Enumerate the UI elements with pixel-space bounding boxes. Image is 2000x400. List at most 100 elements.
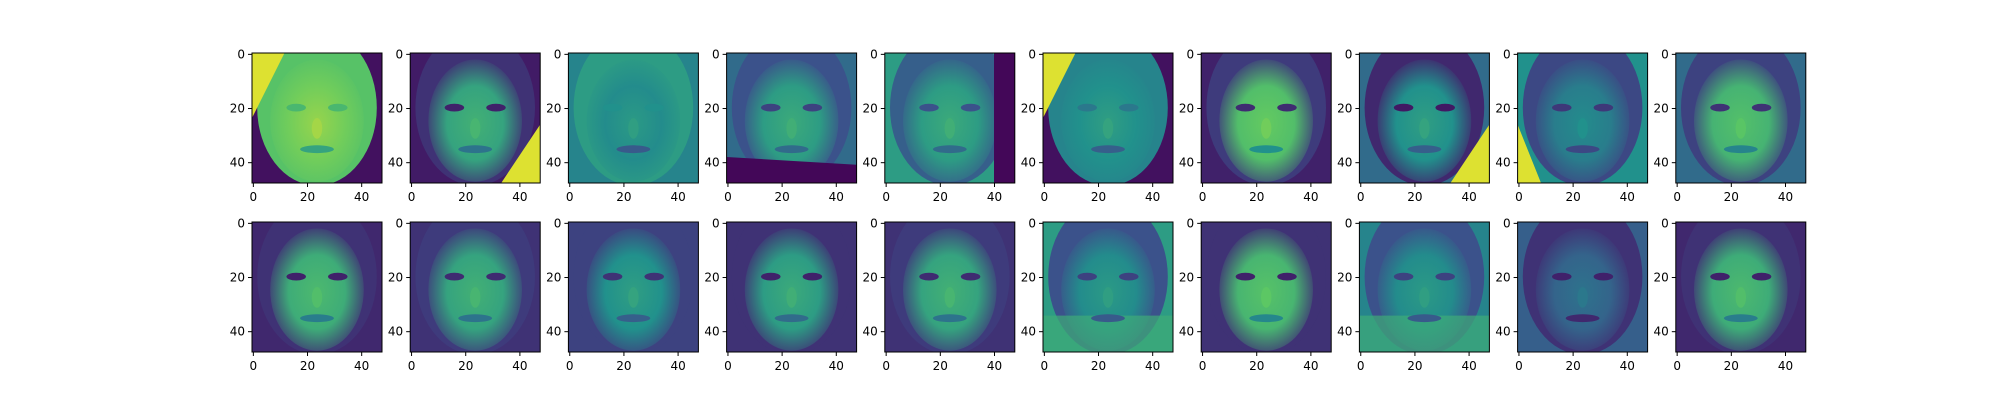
axes-frame: [1517, 221, 1649, 353]
y-tick-label: 0: [1661, 216, 1669, 230]
x-tick-label: 20: [774, 190, 789, 204]
y-tick-label: 40: [863, 156, 878, 170]
mouth: [774, 145, 809, 154]
face-panel-r2-c9: 0 0 20 20 40 40: [1495, 216, 1649, 373]
face-image: [884, 222, 1015, 352]
x-tick-label: 40: [1303, 190, 1318, 204]
nose: [311, 287, 323, 308]
mouth: [1249, 145, 1284, 154]
x-tick-label: 0: [1041, 190, 1049, 204]
y-tick-label: 0: [237, 216, 245, 230]
right-eye: [1593, 272, 1614, 281]
face-panel-r2-c6: 0 0 20 20 40 40: [1021, 216, 1174, 373]
x-tick-label: 0: [408, 359, 416, 373]
y-tick-label: 0: [396, 47, 404, 61]
x-tick-label: 0: [1515, 190, 1523, 204]
axes-frame: [1200, 52, 1332, 184]
x-tick-label: 20: [616, 359, 631, 373]
face-image: [568, 53, 699, 183]
x-tick-label: 0: [1357, 359, 1365, 373]
y-tick-label: 0: [554, 216, 562, 230]
face-image: [1359, 222, 1490, 352]
right-eye: [644, 272, 664, 281]
axes-frame: [409, 221, 541, 353]
y-tick-label: 0: [1187, 47, 1195, 61]
y-tick-label: 20: [1337, 102, 1352, 116]
y-tick-label: 40: [388, 325, 403, 339]
mouth: [1091, 314, 1125, 323]
face-panel-r2-c2: 0 0 20 20 40 40: [388, 216, 541, 373]
nose: [944, 117, 955, 139]
x-tick-label: 40: [512, 359, 527, 373]
face-image: [726, 53, 857, 183]
x-tick-label: 20: [1724, 190, 1739, 204]
mouth: [458, 314, 493, 323]
left-eye: [1393, 272, 1414, 281]
right-eye: [328, 103, 348, 112]
y-tick-label: 20: [1021, 102, 1036, 116]
left-eye: [761, 103, 781, 112]
right-eye: [644, 103, 664, 112]
right-eye: [1277, 103, 1297, 112]
left-eye: [761, 272, 781, 281]
face-image: [252, 222, 382, 352]
y-tick-label: 0: [712, 47, 720, 61]
nose: [786, 117, 797, 139]
y-tick-label: 40: [704, 325, 719, 339]
nose: [628, 287, 639, 308]
y-tick-label: 40: [546, 325, 561, 339]
face-image: [568, 222, 699, 352]
axes-frame: [1358, 221, 1490, 353]
face-image: [1675, 222, 1806, 352]
y-tick-label: 0: [1345, 47, 1353, 61]
mouth: [1723, 145, 1758, 154]
right-eye: [802, 103, 823, 112]
left-eye: [286, 103, 306, 112]
y-tick-label: 0: [1028, 47, 1036, 61]
y-tick-label: 40: [1337, 325, 1352, 339]
face-image: [726, 222, 857, 352]
x-tick-label: 0: [1199, 359, 1207, 373]
x-tick-label: 20: [1091, 359, 1106, 373]
x-tick-label: 0: [1515, 359, 1523, 373]
y-tick-label: 40: [546, 156, 561, 170]
face-image: [884, 53, 1015, 183]
x-tick-label: 0: [566, 359, 574, 373]
face-image: [1359, 53, 1490, 183]
nose: [311, 117, 323, 139]
mouth: [932, 145, 967, 154]
axes-frame: [1042, 52, 1174, 184]
y-tick-label: 40: [1495, 325, 1510, 339]
y-tick-label: 0: [1503, 216, 1511, 230]
x-tick-label: 40: [987, 359, 1002, 373]
nose: [1735, 117, 1747, 139]
y-tick-label: 40: [863, 325, 878, 339]
x-tick-label: 40: [1303, 359, 1318, 373]
nose: [1261, 117, 1272, 139]
right-eye: [1593, 103, 1614, 112]
nose: [1419, 287, 1430, 308]
y-tick-label: 20: [230, 271, 245, 285]
face-image: [1043, 222, 1173, 352]
y-tick-label: 0: [1661, 47, 1669, 61]
x-tick-label: 20: [458, 190, 473, 204]
x-tick-label: 0: [1199, 190, 1207, 204]
y-tick-label: 20: [546, 102, 561, 116]
x-tick-label: 0: [1673, 190, 1681, 204]
right-eye: [328, 272, 348, 281]
left-eye: [1552, 103, 1572, 112]
left-eye: [919, 272, 939, 281]
left-eye: [1235, 103, 1256, 112]
nose: [628, 117, 639, 139]
axes-frame: [726, 221, 858, 353]
x-tick-label: 20: [458, 359, 473, 373]
face-image: [410, 222, 541, 352]
face-image: [252, 53, 382, 183]
face-image: [1517, 222, 1648, 352]
x-tick-label: 40: [512, 190, 527, 204]
x-tick-label: 40: [354, 359, 369, 373]
x-tick-label: 0: [1357, 190, 1365, 204]
y-tick-label: 20: [704, 102, 719, 116]
y-tick-label: 20: [863, 271, 878, 285]
